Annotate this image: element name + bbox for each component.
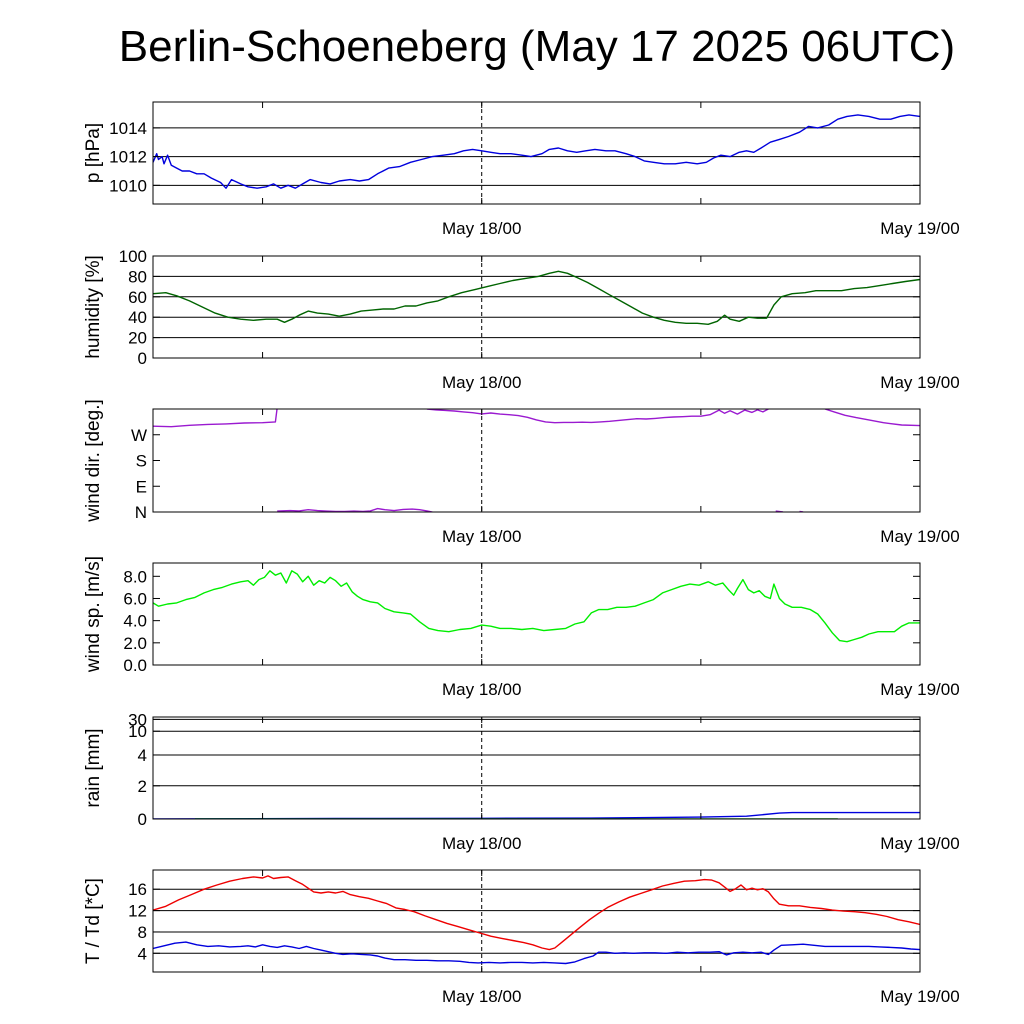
plot-frame <box>152 562 921 666</box>
x-tick-label: May 19/00 <box>880 834 959 853</box>
x-tick-label: May 19/00 <box>880 527 959 546</box>
y-tick-label: 30 <box>128 710 147 729</box>
y-tick-label: 80 <box>128 267 147 286</box>
y-tick-label: 4 <box>138 944 147 963</box>
x-tick-label: May 18/00 <box>442 527 521 546</box>
y-axis-label: rain [mm] <box>83 728 104 807</box>
y-tick-label: 0.0 <box>123 656 147 675</box>
y-tick-label: W <box>131 426 147 445</box>
series-line <box>153 941 920 965</box>
y-tick-label: 2 <box>138 777 147 796</box>
y-axis-label: p [hPa] <box>83 123 104 183</box>
y-tick-label: 100 <box>119 247 147 266</box>
y-tick-label: S <box>136 452 147 471</box>
y-tick-label: N <box>135 503 147 522</box>
x-tick-label: May 19/00 <box>880 987 959 1006</box>
x-tick-label: May 18/00 <box>442 219 521 238</box>
x-tick-label: May 19/00 <box>880 680 959 699</box>
y-axis-label: wind dir. [deg.] <box>83 399 104 523</box>
series-line <box>153 270 920 325</box>
y-axis-label: humidity [%] <box>83 255 104 358</box>
y-tick-label: 12 <box>128 902 147 921</box>
chart-title: Berlin-Schoeneberg (May 17 2025 06UTC) <box>118 22 956 71</box>
panel-temperature-and-dewpoint: 4 8 12 16 May 18/00 May 19/00 T / Td [*C] <box>83 869 960 1006</box>
panel-wind-speed: 0.0 2.0 4.0 6.0 8.0 May 18/00 May 19/00 wind sp… <box>83 556 960 699</box>
y-tick-label: 1012 <box>109 148 147 167</box>
plot-frame <box>152 716 921 820</box>
plot-frame <box>152 869 921 973</box>
y-tick-label: E <box>136 477 147 496</box>
x-tick-label: May 18/00 <box>442 373 521 392</box>
series-line <box>153 570 920 643</box>
y-tick-label: 4 <box>138 746 147 765</box>
y-tick-label: 2.0 <box>123 634 147 653</box>
x-tick-label: May 18/00 <box>442 987 521 1006</box>
y-tick-label: 10 <box>128 722 147 741</box>
y-tick-label: 16 <box>128 880 147 899</box>
plot-frame <box>152 408 921 513</box>
series-line <box>426 409 769 424</box>
y-tick-label: 4.0 <box>123 612 147 631</box>
y-tick-label: 8 <box>138 923 147 942</box>
y-tick-label: 1014 <box>109 119 147 138</box>
panel-pressure: 1010 1012 1014 May 18/00 May 19/00 p [hPa] <box>83 101 960 238</box>
x-tick-label: May 19/00 <box>880 219 959 238</box>
y-tick-label: 40 <box>128 308 147 327</box>
y-tick-label: 60 <box>128 288 147 307</box>
y-tick-label: 0 <box>138 349 147 368</box>
y-axis-label: wind sp. [m/s] <box>83 556 104 673</box>
y-tick-label: 1010 <box>109 176 147 195</box>
x-tick-label: May 19/00 <box>880 373 959 392</box>
y-tick-label: 20 <box>128 329 147 348</box>
y-tick-label: 8.0 <box>123 567 147 586</box>
x-tick-label: May 18/00 <box>442 834 521 853</box>
x-tick-label: May 18/00 <box>442 680 521 699</box>
plot-frame <box>152 101 921 205</box>
y-tick-label: 0 <box>138 810 147 829</box>
y-axis-label: T / Td [*C] <box>83 878 104 964</box>
y-tick-label: 6.0 <box>123 589 147 608</box>
series-line <box>153 409 278 428</box>
series-line <box>153 114 920 189</box>
plot-frame <box>152 255 921 359</box>
series-line <box>153 811 920 819</box>
series-line <box>277 507 433 512</box>
series-line <box>153 875 920 951</box>
series-line <box>824 409 920 427</box>
